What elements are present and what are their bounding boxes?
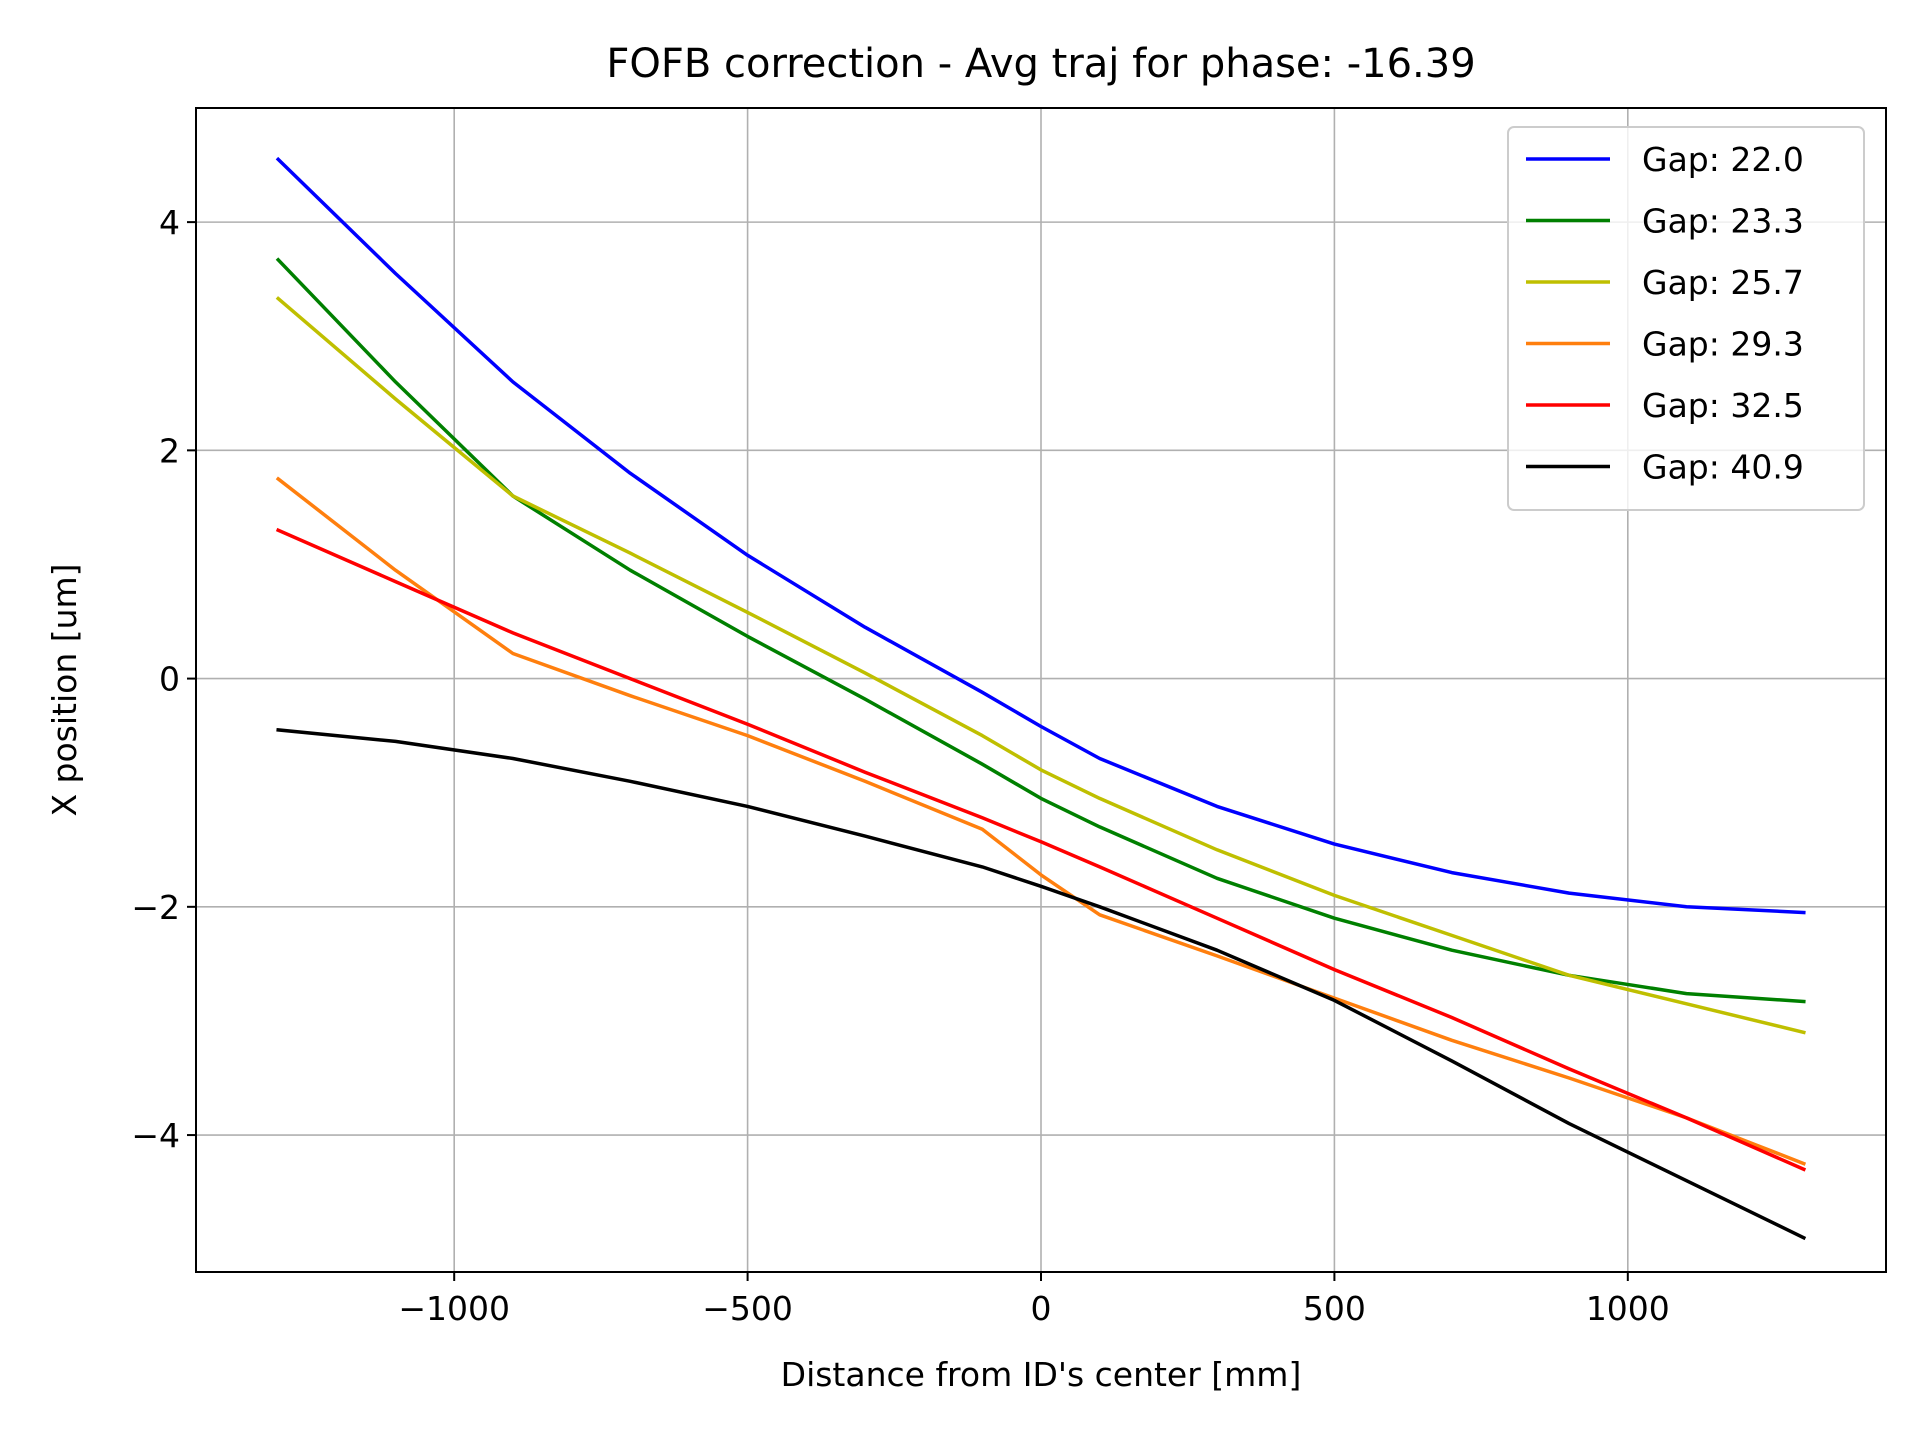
legend: Gap: 22.0 Gap: 23.3 Gap: 25.7 Gap: 29.3 Gap:… bbox=[1507, 126, 1865, 511]
chart-title: FOFB correction - Avg traj for phase: -1… bbox=[606, 41, 1475, 87]
x-tick-label: 1000 bbox=[1586, 1289, 1670, 1328]
series-line-2 bbox=[275, 296, 1806, 1035]
series-line-5 bbox=[276, 727, 1807, 1241]
x-tick-label: 500 bbox=[1303, 1289, 1366, 1328]
series-line-4 bbox=[275, 527, 1807, 1172]
series-line-0 bbox=[275, 156, 1806, 915]
legend-label: Gap: 25.7 bbox=[1642, 263, 1804, 302]
y-tick-label: 0 bbox=[159, 660, 180, 699]
legend-label: Gap: 22.0 bbox=[1642, 140, 1804, 179]
y-axis-label: X position [um] bbox=[45, 563, 84, 816]
x-tick-label: 0 bbox=[1031, 1289, 1052, 1328]
x-tick-label: −500 bbox=[702, 1289, 793, 1328]
y-tick-label: 2 bbox=[159, 431, 180, 470]
y-tick-label: −2 bbox=[131, 888, 180, 927]
legend-label: Gap: 29.3 bbox=[1642, 325, 1804, 364]
x-tick-label: −1000 bbox=[398, 1289, 510, 1328]
legend-label: Gap: 23.3 bbox=[1642, 202, 1804, 241]
ticks: −1000 −500 0 500 1000 −4 −2 0 2 4 bbox=[131, 203, 1669, 1328]
y-tick-label: 4 bbox=[159, 203, 180, 242]
series-lines bbox=[275, 156, 1807, 1241]
legend-box bbox=[1507, 126, 1865, 511]
series-line-3 bbox=[275, 476, 1807, 1166]
x-axis-label: Distance from ID's center [mm] bbox=[781, 1355, 1302, 1394]
y-tick-label: −4 bbox=[131, 1116, 180, 1155]
legend-label: Gap: 32.5 bbox=[1642, 386, 1804, 425]
series-line-1 bbox=[275, 257, 1806, 1004]
legend-label: Gap: 40.9 bbox=[1642, 448, 1804, 487]
